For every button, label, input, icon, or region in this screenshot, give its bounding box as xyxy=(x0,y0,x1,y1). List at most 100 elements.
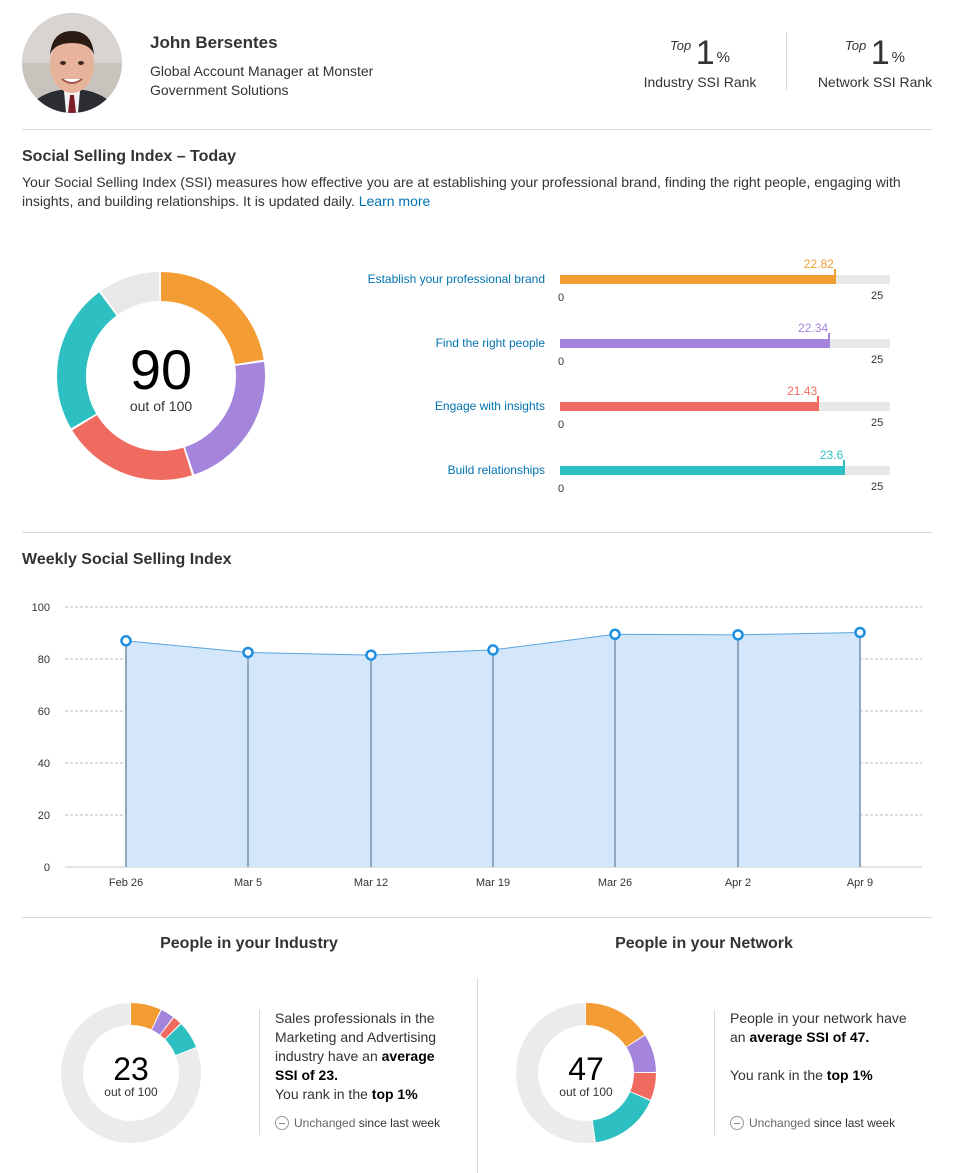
rank-value: 1 xyxy=(695,34,715,72)
component-bar-marker xyxy=(828,333,831,348)
change-period: since last week xyxy=(355,1116,441,1130)
network-score-center: 47 out of 100 xyxy=(516,1053,656,1099)
bar-max-tick: 25 xyxy=(871,481,884,493)
description-text: Your Social Selling Index (SSI) measures… xyxy=(22,174,901,209)
unchanged-icon xyxy=(275,1116,289,1130)
unchanged-icon xyxy=(730,1116,744,1130)
bar-max-tick: 25 xyxy=(871,290,884,302)
data-point xyxy=(609,628,621,641)
weekly-area-chart: 0 20 40 60 80 100 Feb 26 Mar 5 Mar 12 Mar 19 Mar 2… xyxy=(32,602,922,889)
bar-min-tick: 0 xyxy=(558,483,565,495)
rank-label: Network SSI Rank xyxy=(817,74,933,90)
data-point xyxy=(854,626,866,639)
bar-min-tick: 0 xyxy=(558,419,565,431)
ssi-donut-chart xyxy=(57,272,265,480)
component-bar-marker xyxy=(833,269,836,284)
rank-prefix: Top xyxy=(670,38,692,53)
x-tick-label: Mar 26 xyxy=(598,877,632,889)
network-average: average SSI of 47. xyxy=(749,1029,870,1045)
industry-info: Sales professionals in the Marketing and… xyxy=(275,1009,460,1104)
x-tick-label: Mar 5 xyxy=(234,877,262,889)
component-bar-marker xyxy=(817,396,820,411)
section-divider xyxy=(22,532,932,533)
network-rank: Top 1% Network SSI Rank xyxy=(810,36,940,90)
donut-segment xyxy=(57,272,265,480)
avatar[interactable] xyxy=(22,13,122,113)
network-rank-text: You rank in the xyxy=(730,1067,827,1083)
component-bar-fill xyxy=(560,339,829,348)
industry-rank: Top 1% Industry SSI Rank xyxy=(635,36,765,90)
component-bar-fill xyxy=(560,402,818,411)
x-tick-label: Apr 2 xyxy=(725,877,751,889)
component-bar-fill xyxy=(560,466,844,475)
network-donut: 47 out of 100 xyxy=(516,1003,656,1143)
y-tick-label: 20 xyxy=(38,810,50,822)
ssi-out-of: out of 100 xyxy=(129,398,193,414)
x-tick-label: Apr 9 xyxy=(847,877,873,889)
network-rank-value: top 1% xyxy=(826,1067,873,1083)
data-point xyxy=(365,649,377,661)
network-score: 47 xyxy=(568,1051,604,1087)
profile-photo xyxy=(22,13,122,113)
component-label[interactable]: Establish your professional brand xyxy=(367,272,545,286)
donut-segment xyxy=(57,272,265,480)
x-tick-label: Mar 12 xyxy=(354,877,388,889)
component-value: 22.82 xyxy=(803,257,834,271)
network-out-of: out of 100 xyxy=(559,1085,613,1099)
y-tick-label: 0 xyxy=(44,862,50,874)
change-status: Unchanged xyxy=(294,1116,356,1130)
weekly-heading: Weekly Social Selling Index xyxy=(22,551,232,568)
bar-max-tick: 25 xyxy=(871,417,884,429)
industry-score-center: 23 out of 100 xyxy=(61,1053,201,1099)
data-point xyxy=(120,635,132,647)
industry-score: 23 xyxy=(113,1051,149,1087)
component-value: 22.34 xyxy=(798,321,829,335)
donut-segment xyxy=(57,272,265,480)
ssi-score: 90 xyxy=(129,338,193,401)
component-bar-fill xyxy=(560,275,834,284)
component-bar-track xyxy=(560,333,890,348)
today-description: Your Social Selling Index (SSI) measures… xyxy=(22,173,922,211)
component-label[interactable]: Engage with insights xyxy=(434,399,545,413)
profile-name[interactable]: John Bersentes xyxy=(150,33,278,52)
change-period: since last week xyxy=(810,1116,896,1130)
column-divider xyxy=(477,978,478,1173)
industry-text: Sales professionals in the Marketing and… xyxy=(275,1010,437,1064)
data-point xyxy=(242,646,254,659)
data-point xyxy=(732,629,744,641)
donut-remaining xyxy=(516,1003,656,1143)
ssi-donut: 90 out of 100 xyxy=(57,272,265,480)
industry-donut: 23 out of 100 xyxy=(61,1003,201,1143)
component-value: 23.6 xyxy=(819,448,844,462)
component-bar-marker xyxy=(843,460,846,475)
change-status: Unchanged xyxy=(749,1116,811,1130)
rank-prefix: Top xyxy=(845,38,867,53)
rank-label: Industry SSI Rank xyxy=(643,74,757,90)
donut-segment xyxy=(61,1003,201,1143)
rank-divider xyxy=(786,32,787,90)
section-divider xyxy=(22,129,932,130)
donut-segment xyxy=(516,1003,656,1143)
rank-value: 1 xyxy=(870,34,890,72)
network-info: People in your network have an average S… xyxy=(730,1009,920,1085)
network-change: Unchanged since last week xyxy=(730,1116,895,1130)
y-tick-label: 100 xyxy=(32,602,50,614)
y-tick-label: 60 xyxy=(38,706,50,718)
donut-remaining xyxy=(61,1003,201,1143)
industry-average: average SSI of 23. xyxy=(275,1048,435,1083)
network-donut-chart xyxy=(516,1003,656,1143)
component-label[interactable]: Find the right people xyxy=(435,336,545,350)
component-value: 21.43 xyxy=(787,384,818,398)
rank-suffix: % xyxy=(891,49,905,66)
bar-min-tick: 0 xyxy=(558,356,565,368)
component-bar-track xyxy=(560,460,890,475)
section-divider xyxy=(22,917,932,918)
industry-rank-value: top 1% xyxy=(371,1086,418,1102)
rank-suffix: % xyxy=(716,49,730,66)
bar-min-tick: 0 xyxy=(558,292,565,304)
x-tick-label: Mar 19 xyxy=(476,877,510,889)
industry-heading: People in your Industry xyxy=(160,935,338,952)
component-label[interactable]: Build relationships xyxy=(447,463,545,477)
learn-more-link[interactable]: Learn more xyxy=(358,193,431,209)
info-divider xyxy=(259,1010,260,1135)
